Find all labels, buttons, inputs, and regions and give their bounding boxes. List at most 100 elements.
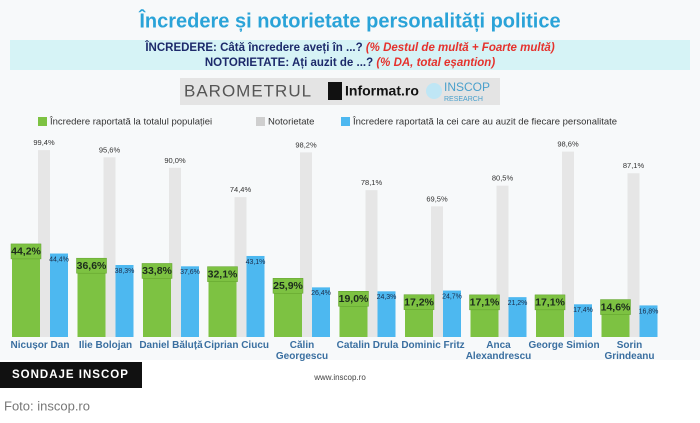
question: NOTORIETATE: Ați auzit de ...? (% DA, to… xyxy=(205,57,495,69)
value-label: 43,1% xyxy=(246,259,266,266)
x-tick-label: Călin Georgescu xyxy=(275,340,329,362)
value-label: 90,0% xyxy=(164,156,186,165)
bar xyxy=(246,255,265,337)
bar xyxy=(339,301,368,337)
value-label-box xyxy=(10,243,42,260)
question-label: ÎNCREDERE: xyxy=(144,41,217,54)
value-label: 69,5% xyxy=(426,194,448,203)
x-tick-label-box: Anca Alexandrescu xyxy=(465,340,532,362)
value-label-box xyxy=(272,278,304,294)
value-label-box xyxy=(76,257,107,274)
question-text: Ați auzit de ...? xyxy=(292,57,373,69)
x-tick-label: Anca Alexandrescu xyxy=(465,340,532,362)
x-tick-label-box: George Simion xyxy=(528,340,600,351)
value-label-box xyxy=(207,266,238,282)
value-label-box xyxy=(600,299,631,315)
x-tick-label-box: Nicușor Dan xyxy=(10,340,70,351)
bar xyxy=(508,297,527,337)
bar xyxy=(274,288,302,337)
bar xyxy=(562,151,574,337)
x-tick-label-box: Daniel Băluță xyxy=(139,340,203,351)
bar xyxy=(50,253,68,337)
x-tick-label-box: Sorin Grindeanu xyxy=(604,340,655,362)
logo-brand-sub: RESEARCH xyxy=(444,96,483,103)
logo-partner: Informat.ro xyxy=(345,83,419,99)
bar xyxy=(143,273,171,337)
x-tick-label: Catalin Drula xyxy=(336,340,399,351)
value-label: 24,3% xyxy=(377,294,397,301)
bar xyxy=(181,266,199,337)
value-label: 44,4% xyxy=(49,256,69,263)
value-label: 21,2% xyxy=(508,300,528,307)
value-label: 98,2% xyxy=(295,140,317,149)
bar xyxy=(443,290,461,337)
logo-barometer: BAROMETRUL xyxy=(184,81,312,100)
bar xyxy=(470,304,499,337)
x-tick-label-box: Ilie Bolojan xyxy=(78,340,133,351)
x-tick-label: Nicușor Dan xyxy=(10,340,70,351)
value-label: 36,6% xyxy=(77,260,107,272)
value-label: 37,6% xyxy=(180,269,200,276)
bar xyxy=(234,197,247,337)
question-band xyxy=(10,40,690,70)
value-label: 17,2% xyxy=(404,296,434,308)
legend-marker xyxy=(341,117,350,126)
bar xyxy=(536,304,564,337)
bar xyxy=(103,157,116,337)
bar xyxy=(77,268,106,337)
x-tick-label: Ciprian Ciucu xyxy=(203,340,269,351)
caption: Foto: inscop.ro xyxy=(4,398,90,413)
bar xyxy=(312,287,330,337)
bar xyxy=(574,304,592,337)
value-label: 19,0% xyxy=(339,293,369,305)
bar xyxy=(38,150,50,337)
bar xyxy=(639,305,658,337)
value-label: 80,5% xyxy=(492,174,514,183)
value-label: 99,4% xyxy=(33,138,55,147)
badge-box xyxy=(0,362,142,388)
value-label: 78,1% xyxy=(361,178,383,187)
value-label-box xyxy=(469,294,500,311)
badge: SONDAJE INSCOP xyxy=(12,369,129,381)
x-tick-label: Ilie Bolojan xyxy=(78,340,133,351)
x-tick-label: Daniel Băluță xyxy=(139,340,203,351)
bar xyxy=(405,304,433,337)
value-label: 17,1% xyxy=(470,297,500,309)
bar xyxy=(169,167,181,337)
bar xyxy=(208,276,237,337)
x-tick-label: Dominic Fritz xyxy=(401,340,465,351)
value-label: 17,4% xyxy=(573,307,593,314)
source: www.inscop.ro xyxy=(313,373,366,382)
question-label: NOTORIETATE: xyxy=(205,57,289,69)
value-label: 74,4% xyxy=(230,185,252,194)
value-label: 38,3% xyxy=(115,268,135,275)
x-tick-label-box: Catalin Drula xyxy=(336,340,399,351)
bar xyxy=(12,253,40,337)
x-tick-label: Sorin Grindeanu xyxy=(604,340,655,362)
x-tick-label: George Simion xyxy=(528,340,600,351)
value-label: 14,6% xyxy=(601,301,631,313)
legend-label: Încredere raportată la totalul populație… xyxy=(49,117,212,128)
value-label: 44,2% xyxy=(11,246,41,258)
x-tick-label-box: Călin Georgescu xyxy=(275,340,329,362)
logo-icon xyxy=(328,82,342,100)
value-label: 26,4% xyxy=(311,290,331,297)
value-label-box xyxy=(534,294,566,311)
bar xyxy=(627,173,640,337)
value-label: 95,6% xyxy=(99,145,121,154)
chart-title: Încredere și notorietate personalități p… xyxy=(138,8,560,32)
value-label: 32,1% xyxy=(208,268,238,280)
value-label: 24,7% xyxy=(442,293,462,300)
value-label: 16,8% xyxy=(639,308,659,315)
bar xyxy=(377,291,396,337)
value-label: 25,9% xyxy=(273,280,303,292)
question-text: Câtă încredere aveți în ...? xyxy=(220,42,363,54)
question: ÎNCREDERE: Câtă încredere aveți în ...? … xyxy=(144,41,554,54)
x-tick-label-box: Dominic Fritz xyxy=(401,340,465,351)
x-tick-label-box: Ciprian Ciucu xyxy=(203,340,269,351)
logo-brand: INSCOP xyxy=(444,80,490,94)
legend-marker xyxy=(38,117,47,126)
question-note: (% Destul de multă + Foarte multă) xyxy=(366,42,555,54)
